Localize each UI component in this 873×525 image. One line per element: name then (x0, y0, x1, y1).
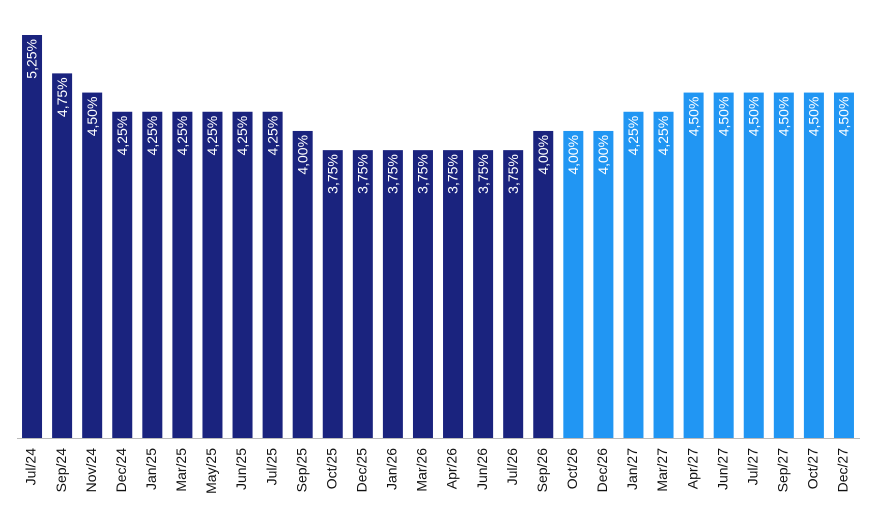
value-label: 4,75% (54, 77, 70, 117)
value-label: 4,25% (174, 116, 190, 156)
x-tick-label: Dec/25 (354, 448, 370, 493)
bar (683, 92, 704, 439)
x-tick-label: Sep/24 (53, 448, 69, 493)
x-tick-label: Oct/26 (564, 448, 580, 489)
bar (82, 92, 103, 439)
x-tick-label: Jun/25 (233, 448, 249, 490)
bar (292, 130, 313, 438)
bar (503, 150, 524, 438)
x-tick-label: Sep/27 (775, 448, 791, 493)
bar (352, 150, 373, 438)
value-label: 4,25% (234, 116, 250, 156)
value-label: 4,50% (806, 97, 822, 137)
value-label: 4,00% (595, 135, 611, 175)
bar (202, 111, 223, 438)
x-tick-label: Apr/27 (684, 448, 700, 489)
bar (533, 130, 554, 438)
bar (172, 111, 193, 438)
value-label: 3,75% (415, 154, 431, 194)
value-label: 3,75% (445, 154, 461, 194)
x-tick-label: Dec/24 (113, 448, 129, 493)
value-label: 3,75% (505, 154, 521, 194)
x-tick-label: Jul/24 (23, 448, 39, 486)
bar (142, 111, 163, 438)
value-label: 4,25% (625, 116, 641, 156)
x-tick-label: Jul/26 (504, 448, 520, 486)
bar (653, 111, 674, 438)
value-label: 4,00% (294, 135, 310, 175)
bar (262, 111, 283, 438)
value-label: 4,50% (715, 97, 731, 137)
x-tick-label: Jan/27 (624, 448, 640, 490)
bar (112, 111, 133, 438)
value-label: 4,25% (655, 116, 671, 156)
bar (412, 150, 433, 438)
x-tick-label: Sep/26 (534, 448, 550, 493)
value-label: 4,50% (84, 97, 100, 137)
x-tick-label: Jan/25 (143, 448, 159, 490)
x-tick-label: Mar/25 (173, 448, 189, 492)
value-label: 4,00% (535, 135, 551, 175)
bar (833, 92, 854, 439)
value-label: 4,25% (264, 116, 280, 156)
bar (743, 92, 764, 439)
bar (563, 130, 584, 438)
x-tick-label: Jun/27 (714, 448, 730, 490)
value-label: 4,50% (685, 97, 701, 137)
bar (773, 92, 794, 439)
x-tick-label: Nov/24 (83, 448, 99, 493)
value-label: 3,75% (355, 154, 371, 194)
bar (623, 111, 644, 438)
x-tick-label: Sep/25 (293, 448, 309, 493)
value-label: 4,50% (836, 97, 852, 137)
value-label: 3,75% (324, 154, 340, 194)
bar (52, 73, 73, 438)
value-label: 4,25% (204, 116, 220, 156)
bar (22, 35, 43, 438)
value-label: 3,75% (475, 154, 491, 194)
bar (382, 150, 403, 438)
bar (803, 92, 824, 439)
x-tick-label: May/25 (203, 448, 219, 494)
bar (473, 150, 494, 438)
x-tick-label: Dec/27 (835, 448, 851, 493)
x-tick-label: Apr/26 (444, 448, 460, 489)
value-label: 5,25% (24, 39, 40, 79)
x-tick-label: Mar/27 (654, 448, 670, 492)
x-tick-label: Mar/26 (414, 448, 430, 492)
x-tick-label: Oct/27 (805, 448, 821, 489)
x-tick-label: Jul/27 (744, 448, 760, 486)
bar (593, 130, 614, 438)
bar (322, 150, 343, 438)
value-label: 3,75% (385, 154, 401, 194)
bar (443, 150, 464, 438)
value-label: 4,50% (776, 97, 792, 137)
value-label: 4,25% (114, 116, 130, 156)
x-tick-label: Jan/26 (384, 448, 400, 490)
x-tick-label: Oct/25 (323, 448, 339, 489)
value-label: 4,00% (565, 135, 581, 175)
x-tick-label: Jun/26 (474, 448, 490, 490)
value-label: 4,50% (745, 97, 761, 137)
x-tick-label: Dec/26 (594, 448, 610, 493)
x-tick-label: Jul/25 (263, 448, 279, 486)
bar (713, 92, 734, 439)
bar (232, 111, 253, 438)
value-label: 4,25% (144, 116, 160, 156)
